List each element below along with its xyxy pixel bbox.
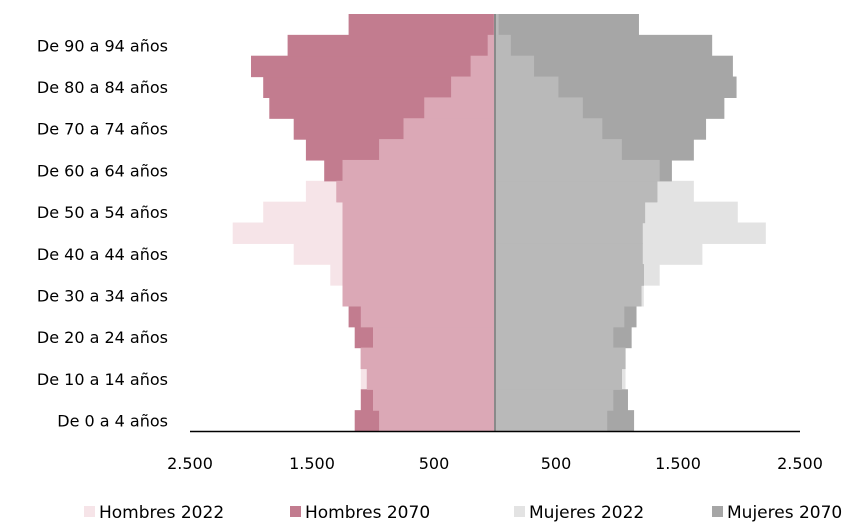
overlap-bar-left-de-30-a-34-anos	[342, 285, 495, 307]
overlap-bar-left-de-75-a-79-anos	[424, 97, 495, 119]
x-tick-3: 500	[541, 454, 572, 473]
overlap-bar-right-de-10-a-14-anos	[495, 368, 622, 390]
overlap-bar-left-de-5-a-9-anos	[373, 389, 495, 411]
legend-swatch-hombres-2070	[290, 506, 301, 517]
legend-swatch-mujeres-2070	[712, 506, 723, 517]
overlap-right	[495, 14, 660, 432]
legend-label-mujeres-2022: Mujeres 2022	[529, 503, 644, 523]
bars-group	[232, 14, 766, 432]
x-tick-0: 2.500	[167, 454, 213, 473]
legend-item-mujeres-2022: Mujeres 2022	[514, 503, 644, 523]
y-tick-de-90-a-94-anos: De 90 a 94 años	[37, 36, 168, 55]
x-tick-labels: 2.500 1.500 500 500 1.500 2.500	[167, 454, 823, 473]
y-tick-de-60-a-64-anos: De 60 a 64 años	[37, 161, 168, 180]
overlap-bar-right-de-55-a-59-anos	[495, 180, 658, 203]
overlap-bar-right-de-95-a-99-anos	[495, 14, 499, 36]
overlap-bar-right-de-60-a-64-anos	[495, 159, 660, 182]
overlap-bar-right-de-75-a-79-anos	[495, 97, 583, 119]
overlap-bar-left-de-80-a-84-anos	[451, 76, 495, 98]
bar-mujeres-2070-de-90-a-94-anos	[495, 34, 713, 57]
legend-item-hombres-2022: Hombres 2022	[84, 503, 224, 523]
y-tick-de-30-a-34-anos: De 30 a 34 años	[37, 286, 168, 305]
y-tick-de-20-a-24-anos: De 20 a 24 años	[37, 328, 168, 347]
legend-swatch-mujeres-2022	[514, 506, 525, 517]
x-tick-5: 2.500	[777, 454, 823, 473]
overlap-bar-right-de-65-a-69-anos	[495, 139, 622, 161]
legend-item-hombres-2070: Hombres 2070	[290, 503, 430, 523]
bar-hombres-2070-de-80-a-84-anos	[263, 76, 495, 98]
bar-mujeres-2070-de-85-a-89-anos	[495, 55, 733, 78]
x-tick-2: 500	[419, 454, 450, 473]
overlap-bar-left-de-35-a-39-anos	[342, 264, 495, 286]
overlap-bar-left-de-65-a-69-anos	[379, 139, 495, 161]
legend-label-mujeres-2070: Mujeres 2070	[727, 503, 842, 523]
y-tick-de-50-a-54-anos: De 50 a 54 años	[37, 203, 168, 222]
bar-hombres-2070-de-85-a-89-anos	[251, 55, 495, 78]
bar-mujeres-2070-de-95-a-99-anos	[495, 14, 639, 36]
overlap-bar-right-de-45-a-49-anos	[495, 222, 643, 244]
x-tick-4: 1.500	[655, 454, 701, 473]
overlap-bar-left-de-15-a-19-anos	[360, 347, 495, 370]
y-tick-de-40-a-44-anos: De 40 a 44 años	[37, 245, 168, 264]
overlap-left	[336, 14, 495, 432]
y-tick-de-10-a-14-anos: De 10 a 14 años	[37, 370, 168, 389]
overlap-bar-left-de-90-a-94-anos	[487, 34, 495, 57]
overlap-bar-right-de-90-a-94-anos	[495, 34, 511, 57]
overlap-bar-left-de-50-a-54-anos	[342, 201, 495, 224]
legend-swatch-hombres-2022	[84, 506, 95, 517]
legend-label-hombres-2070: Hombres 2070	[305, 503, 430, 523]
overlap-bar-left-de-85-a-89-anos	[470, 55, 495, 78]
overlap-bar-right-de-80-a-84-anos	[495, 76, 559, 98]
overlap-bar-right-de-70-a-74-anos	[495, 118, 603, 140]
y-tick-de-0-a-4-anos: De 0 a 4 años	[57, 412, 168, 431]
overlap-bar-right-de-40-a-44-anos	[495, 243, 643, 265]
overlap-bar-left-de-55-a-59-anos	[336, 180, 495, 203]
overlap-bar-right-de-20-a-24-anos	[495, 326, 614, 349]
x-tick-1: 1.500	[289, 454, 335, 473]
bar-hombres-2070-de-95-a-99-anos	[348, 14, 495, 36]
overlap-bar-right-de-35-a-39-anos	[495, 264, 644, 286]
overlap-bar-left-de-25-a-29-anos	[360, 305, 495, 328]
overlap-bar-right-de-0-a-4-anos	[495, 410, 608, 432]
overlap-bar-right-de-85-a-89-anos	[495, 55, 535, 78]
overlap-bar-right-de-5-a-9-anos	[495, 389, 614, 411]
legend-label-hombres-2022: Hombres 2022	[99, 503, 224, 523]
legend-item-mujeres-2070: Mujeres 2070	[712, 503, 842, 523]
y-tick-de-70-a-74-anos: De 70 a 74 años	[37, 120, 168, 139]
overlap-bar-left-de-0-a-4-anos	[379, 410, 495, 432]
y-tick-de-80-a-84-anos: De 80 a 84 años	[37, 78, 168, 97]
bar-hombres-2070-de-90-a-94-anos	[287, 34, 495, 57]
overlap-bar-left-de-40-a-44-anos	[342, 243, 495, 265]
overlap-bar-right-de-25-a-29-anos	[495, 305, 625, 328]
overlap-bar-left-de-60-a-64-anos	[342, 159, 495, 182]
overlap-bar-right-de-50-a-54-anos	[495, 201, 646, 224]
overlap-bar-right-de-15-a-19-anos	[495, 347, 626, 370]
overlap-bar-left-de-20-a-24-anos	[373, 326, 495, 349]
overlap-bar-left-de-70-a-74-anos	[403, 118, 495, 140]
overlap-bar-left-de-45-a-49-anos	[342, 222, 495, 244]
overlap-bar-right-de-30-a-34-anos	[495, 285, 642, 307]
y-tick-labels: De 0 a 4 años De 10 a 14 años De 20 a 24 a…	[37, 36, 168, 430]
overlap-bar-left-de-10-a-14-anos	[366, 368, 495, 390]
legend: Hombres 2022 Hombres 2070 Mujeres 2022 Muje…	[84, 503, 842, 523]
